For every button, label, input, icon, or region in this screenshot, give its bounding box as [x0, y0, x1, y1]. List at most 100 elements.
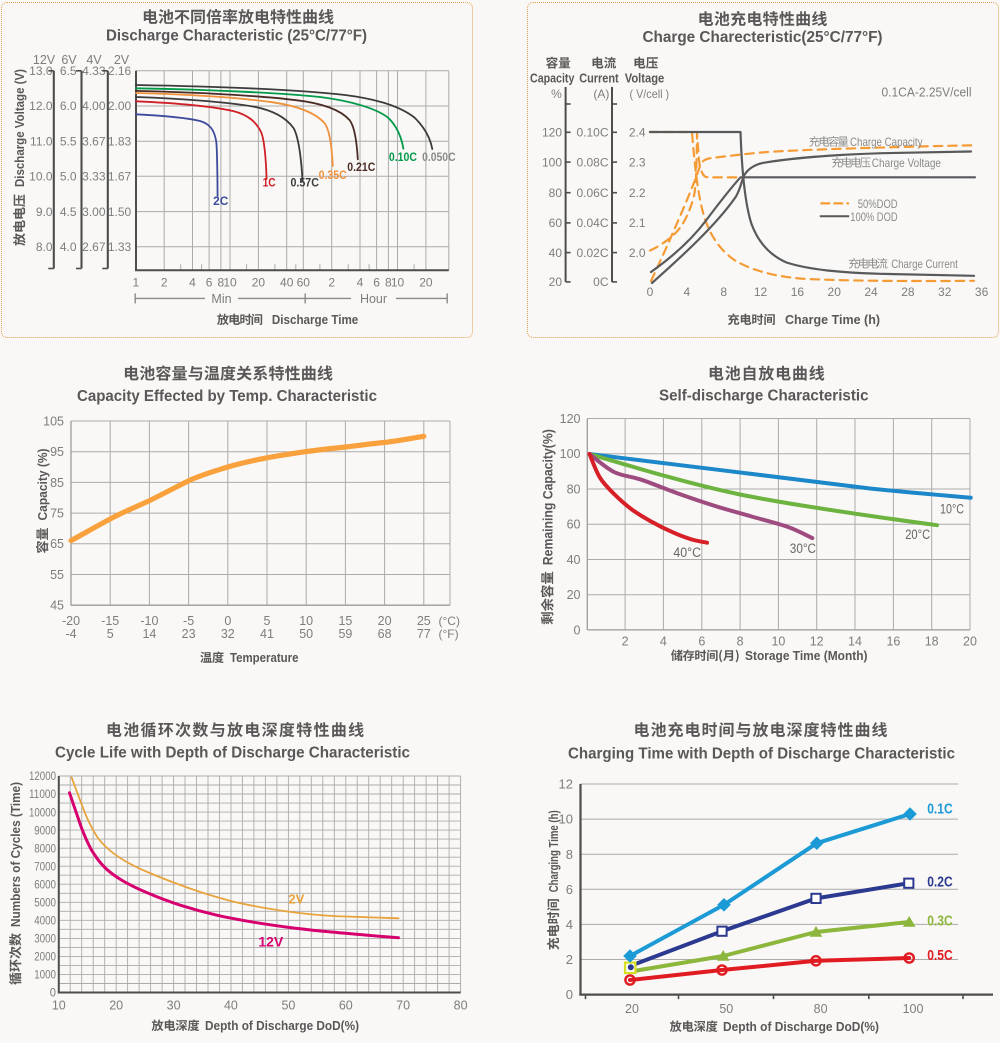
svg-text:6: 6: [566, 882, 573, 897]
svg-text:0.06C: 0.06C: [576, 186, 608, 200]
svg-text:0: 0: [574, 623, 581, 637]
svg-text:4: 4: [566, 917, 573, 932]
svg-text:15: 15: [338, 614, 352, 628]
svg-text:60: 60: [567, 518, 581, 532]
svg-text:30: 30: [167, 998, 181, 1012]
svg-text:4V: 4V: [86, 53, 102, 67]
svg-text:0.10C: 0.10C: [389, 150, 417, 164]
svg-text:0.35C: 0.35C: [319, 168, 347, 182]
svg-text:-20: -20: [62, 614, 80, 628]
svg-text:8: 8: [737, 634, 744, 648]
svg-text:0.21C: 0.21C: [347, 160, 375, 174]
svg-text:2.16: 2.16: [108, 64, 132, 78]
svg-text:Self-discharge Characteristic: Self-discharge Characteristic: [659, 388, 869, 405]
svg-text:9000: 9000: [34, 823, 56, 837]
svg-text:3000: 3000: [34, 932, 56, 946]
svg-text:20: 20: [625, 1002, 639, 1016]
svg-text:10: 10: [52, 998, 66, 1012]
svg-text:6.5: 6.5: [60, 64, 77, 78]
svg-text:2.1: 2.1: [629, 216, 646, 230]
svg-text:14: 14: [142, 627, 156, 641]
svg-text:0.050C: 0.050C: [422, 150, 456, 164]
svg-text:Charge Voltage: Charge Voltage: [872, 156, 941, 170]
svg-text:25: 25: [417, 614, 431, 628]
svg-text:2.4: 2.4: [629, 126, 646, 140]
svg-text:4: 4: [357, 275, 364, 289]
svg-text:Charge Current: Charge Current: [891, 257, 958, 271]
svg-text:Remaining Capacity(%): Remaining Capacity(%): [540, 429, 555, 565]
svg-text:45: 45: [50, 599, 64, 613]
svg-text:8.0: 8.0: [36, 240, 53, 254]
svg-text:65: 65: [50, 537, 64, 551]
svg-text:-5: -5: [183, 614, 194, 628]
svg-text:2: 2: [566, 952, 573, 967]
svg-text:0.1CA-2.25V/cell: 0.1CA-2.25V/cell: [882, 85, 972, 100]
svg-text:12: 12: [810, 634, 824, 648]
svg-text:40: 40: [224, 998, 238, 1012]
svg-text:20: 20: [378, 614, 392, 628]
svg-text:1.50: 1.50: [108, 205, 132, 219]
svg-text:20: 20: [419, 275, 433, 289]
svg-text:0.08C: 0.08C: [576, 155, 608, 169]
svg-text:-10: -10: [140, 614, 158, 628]
svg-text:41: 41: [260, 627, 274, 641]
svg-text:10: 10: [559, 812, 573, 827]
svg-text:2: 2: [622, 634, 629, 648]
svg-text:77: 77: [417, 627, 431, 641]
svg-text:11000: 11000: [29, 787, 56, 801]
svg-text:14: 14: [848, 634, 862, 648]
svg-text:20: 20: [828, 285, 842, 299]
svg-text:3.67: 3.67: [82, 134, 106, 148]
svg-text:2V: 2V: [114, 53, 130, 67]
svg-text:Voltage: Voltage: [625, 71, 665, 86]
svg-text:Temperature: Temperature: [230, 650, 299, 665]
svg-text:6000: 6000: [34, 877, 56, 891]
svg-text:4: 4: [660, 634, 667, 648]
svg-text:80: 80: [814, 1002, 828, 1016]
svg-text:5: 5: [107, 627, 114, 641]
svg-text:20: 20: [963, 634, 977, 648]
svg-text:2.2: 2.2: [629, 186, 646, 200]
svg-text:120: 120: [542, 126, 562, 140]
svg-text:Capacity (%): Capacity (%): [35, 449, 50, 521]
svg-text:12.0: 12.0: [29, 99, 53, 113]
svg-text:4: 4: [189, 275, 196, 289]
svg-text:2: 2: [328, 275, 335, 289]
svg-text:9.0: 9.0: [36, 205, 53, 219]
svg-text:20: 20: [567, 588, 581, 602]
svg-text:50: 50: [281, 998, 295, 1012]
svg-text:Discharge Voltage (V): Discharge Voltage (V): [12, 69, 27, 187]
svg-text:10000: 10000: [29, 805, 56, 819]
svg-text:10: 10: [771, 634, 785, 648]
svg-text:32: 32: [938, 285, 952, 299]
svg-text:0: 0: [224, 614, 231, 628]
svg-text:80: 80: [567, 482, 581, 496]
svg-text:100: 100: [560, 447, 581, 461]
svg-text:8: 8: [385, 275, 392, 289]
svg-text:7000: 7000: [34, 859, 56, 873]
svg-text:Charge Charecteristic(25°C/77°: Charge Charecteristic(25°C/77°F): [643, 29, 883, 46]
svg-text:1C: 1C: [263, 176, 276, 190]
svg-text:12: 12: [559, 777, 573, 792]
svg-text:50%DOD: 50%DOD: [858, 197, 898, 211]
svg-text:68: 68: [378, 627, 392, 641]
svg-text:28: 28: [901, 285, 915, 299]
svg-text:40: 40: [549, 246, 563, 260]
svg-text:16: 16: [791, 285, 805, 299]
svg-text:13.0: 13.0: [29, 64, 53, 78]
svg-text:3.33: 3.33: [82, 170, 106, 184]
svg-text:5: 5: [264, 614, 271, 628]
svg-text:80: 80: [549, 186, 563, 200]
svg-text:120: 120: [560, 412, 581, 426]
svg-text:1: 1: [132, 275, 139, 289]
svg-text:Charging Time (h): Charging Time (h): [546, 810, 561, 892]
svg-text:2: 2: [161, 275, 168, 289]
svg-text:24: 24: [864, 285, 878, 299]
svg-text:Depth of Discharge DoD(%): Depth of Discharge DoD(%): [205, 1018, 359, 1033]
svg-text:Depth of Discharge DoD(%): Depth of Discharge DoD(%): [723, 1019, 879, 1034]
svg-text:5.5: 5.5: [60, 134, 77, 148]
svg-text:Charging Time with Depth of Di: Charging Time with Depth of Discharge Ch…: [568, 746, 955, 763]
svg-text:4000: 4000: [34, 914, 56, 928]
svg-text:4.33: 4.33: [82, 64, 106, 78]
svg-text:10: 10: [391, 275, 405, 289]
